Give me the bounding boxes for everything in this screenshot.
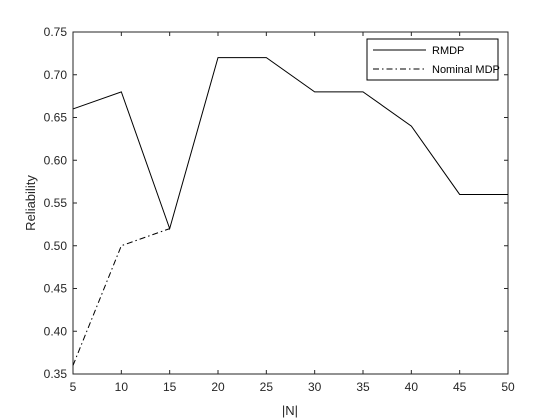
- y-tick-label: 0.60: [44, 153, 68, 167]
- series-line-rmdp: [72, 57, 508, 231]
- legend-box: [366, 38, 499, 81]
- x-tick-label: 45: [453, 380, 467, 394]
- y-tick-label: 0.45: [44, 282, 68, 296]
- y-tick-label: 0.40: [44, 324, 68, 338]
- axes: 5 10 15 20 25 30 35 40 45 50 0.35 0.40 0.45 0.50 0.55 0…: [44, 25, 515, 394]
- y-tick-label: 0.65: [44, 111, 68, 125]
- legend-label-rmdp: RMDP: [432, 45, 464, 57]
- x-tick-label: 35: [356, 380, 370, 394]
- x-tick-label: 10: [115, 380, 129, 394]
- y-tick-label: 0.50: [44, 239, 68, 253]
- y-tick-label: 0.55: [44, 196, 68, 210]
- x-tick-label: 25: [260, 380, 274, 394]
- y-tick-label: 0.35: [44, 367, 68, 381]
- y-tick-label: 0.70: [44, 68, 68, 82]
- x-tick-label: 50: [501, 380, 515, 394]
- x-tick-label: 20: [211, 380, 225, 394]
- x-tick-label: 15: [163, 380, 177, 394]
- x-tick-label: 5: [70, 380, 77, 394]
- series-group: [72, 57, 508, 366]
- legend-label-nominal-mdp: Nominal MDP: [432, 64, 500, 76]
- x-tick-label: 30: [308, 380, 322, 394]
- series-line-nominal-mdp: [72, 228, 170, 366]
- x-tick-label: 40: [405, 380, 419, 394]
- x-axis-title: |N|: [282, 403, 298, 418]
- y-axis-title: Reliability: [23, 175, 38, 231]
- legend: RMDP Nominal MDP: [366, 38, 500, 81]
- y-tick-label: 0.75: [44, 25, 68, 39]
- plot-area-box: [72, 31, 509, 375]
